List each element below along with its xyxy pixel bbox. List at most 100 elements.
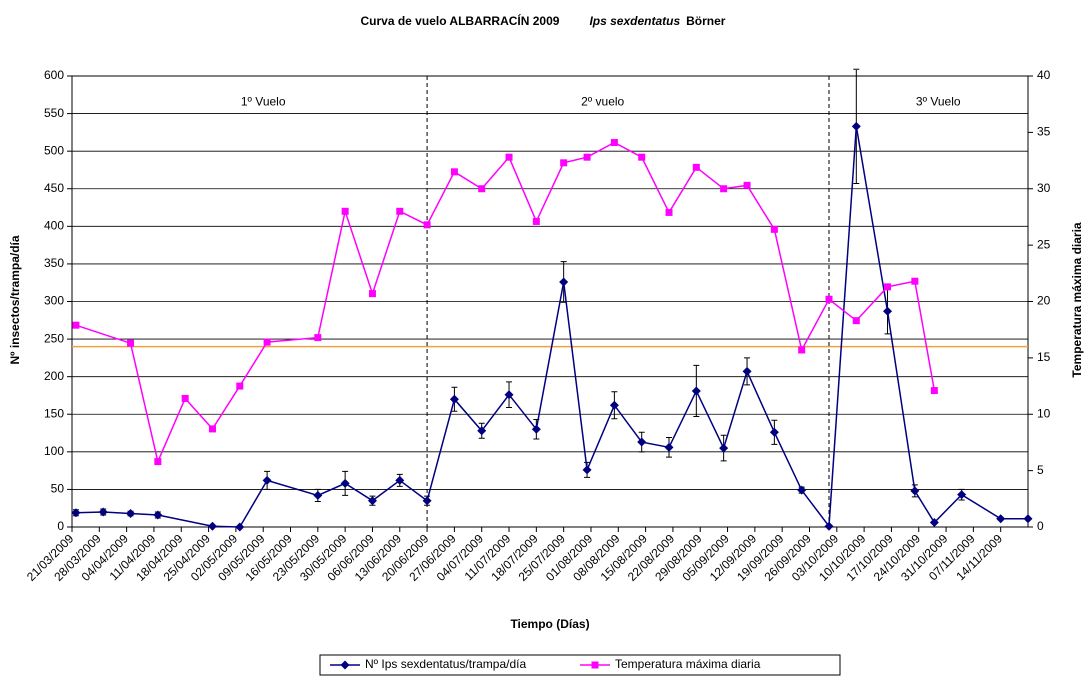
y-tick-label: 250: [44, 331, 64, 345]
annotation: 1º Vuelo: [241, 94, 286, 108]
data-point: [531, 424, 541, 434]
data-point: [930, 387, 938, 395]
y-tick-label: 450: [44, 181, 64, 195]
data-point: [770, 225, 778, 233]
y-tick-label: 0: [57, 519, 64, 533]
annotation: 2º vuelo: [581, 94, 624, 108]
y2-tick-label: 25: [1037, 237, 1051, 251]
y-axis-label: Nº insectos/trampa/día: [8, 235, 22, 364]
data-point: [154, 458, 162, 466]
data-point: [262, 475, 272, 485]
data-point: [638, 153, 646, 161]
y2-tick-label: 15: [1037, 350, 1051, 364]
plot-border: [71, 75, 1029, 528]
data-point: [127, 339, 135, 347]
legend-label: Nº Ips sexdentatus/trampa/día: [365, 657, 526, 671]
data-point: [71, 508, 81, 518]
chart-title: Curva de vuelo ALBARRACÍN 2009 Ips sexden…: [361, 13, 726, 28]
data-point: [742, 366, 752, 376]
data-point: [609, 400, 619, 410]
data-point: [340, 478, 350, 488]
y2-tick-label: 20: [1037, 294, 1051, 308]
y2-tick-label: 30: [1037, 181, 1051, 195]
data-point: [367, 496, 377, 506]
data-point: [851, 121, 861, 131]
data-point: [396, 207, 404, 215]
data-point: [72, 321, 80, 329]
data-point: [719, 443, 729, 453]
y-tick-label: 200: [44, 369, 64, 383]
data-point: [691, 386, 701, 396]
data-point: [314, 334, 322, 342]
y-tick-label: 100: [44, 444, 64, 458]
data-point: [368, 290, 376, 298]
data-point: [824, 521, 834, 531]
legend-marker: [340, 660, 350, 670]
title-main: Curva de vuelo ALBARRACÍN 2009: [361, 13, 560, 28]
y2-tick-label: 10: [1037, 406, 1051, 420]
data-point: [798, 346, 806, 354]
series-line: [75, 141, 936, 464]
data-point: [235, 522, 245, 532]
data-point: [743, 181, 751, 189]
data-point: [153, 510, 163, 520]
y2-tick-label: 40: [1037, 68, 1051, 82]
data-point: [208, 425, 216, 433]
data-point: [422, 496, 432, 506]
y-tick-label: 500: [44, 143, 64, 157]
series-line: [75, 126, 1028, 529]
annotation: 3º Vuelo: [916, 94, 961, 108]
title-author: Börner: [686, 14, 726, 28]
data-point: [207, 521, 217, 531]
x-axis-label: Tiempo (Días): [510, 617, 589, 631]
y2-tick-label: 35: [1037, 125, 1051, 139]
data-point: [504, 390, 514, 400]
data-point: [825, 295, 833, 303]
data-point: [477, 426, 487, 436]
y-tick-label: 50: [51, 482, 65, 496]
data-point: [665, 208, 673, 216]
y-tick-label: 150: [44, 406, 64, 420]
legend-marker: [591, 661, 599, 669]
data-point: [341, 207, 349, 215]
data-point: [929, 517, 939, 527]
data-point: [911, 277, 919, 285]
data-point: [505, 153, 513, 161]
y-tick-label: 300: [44, 294, 64, 308]
y-tick-label: 600: [44, 68, 64, 82]
data-point: [423, 221, 431, 229]
data-point: [797, 485, 807, 495]
y2-tick-label: 0: [1037, 519, 1044, 533]
data-point: [852, 317, 860, 325]
y2-axis-label: Temperatura máxima diaria: [1070, 222, 1084, 378]
data-point: [720, 185, 728, 193]
data-point: [126, 508, 136, 518]
data-point: [395, 475, 405, 485]
data-point: [181, 394, 189, 402]
data-point: [532, 217, 540, 225]
data-point: [450, 168, 458, 176]
data-point: [1023, 514, 1033, 524]
legend-label: Temperatura máxima diaria: [615, 657, 761, 671]
data-point: [559, 277, 569, 287]
data-point: [98, 507, 108, 517]
data-point: [910, 486, 920, 496]
data-point: [263, 338, 271, 346]
data-point: [582, 465, 592, 475]
data-point: [884, 283, 892, 291]
data-point: [583, 153, 591, 161]
data-point: [769, 427, 779, 437]
data-point: [664, 442, 674, 452]
data-point: [449, 394, 459, 404]
y2-tick-label: 5: [1037, 463, 1044, 477]
data-point: [692, 163, 700, 171]
y-tick-label: 350: [44, 256, 64, 270]
data-point: [560, 159, 568, 167]
y-tick-label: 400: [44, 219, 64, 233]
data-point: [313, 490, 323, 500]
title-species: Ips sexdentatus: [589, 14, 680, 28]
data-point: [883, 306, 893, 316]
data-point: [478, 185, 486, 193]
data-point: [637, 437, 647, 447]
